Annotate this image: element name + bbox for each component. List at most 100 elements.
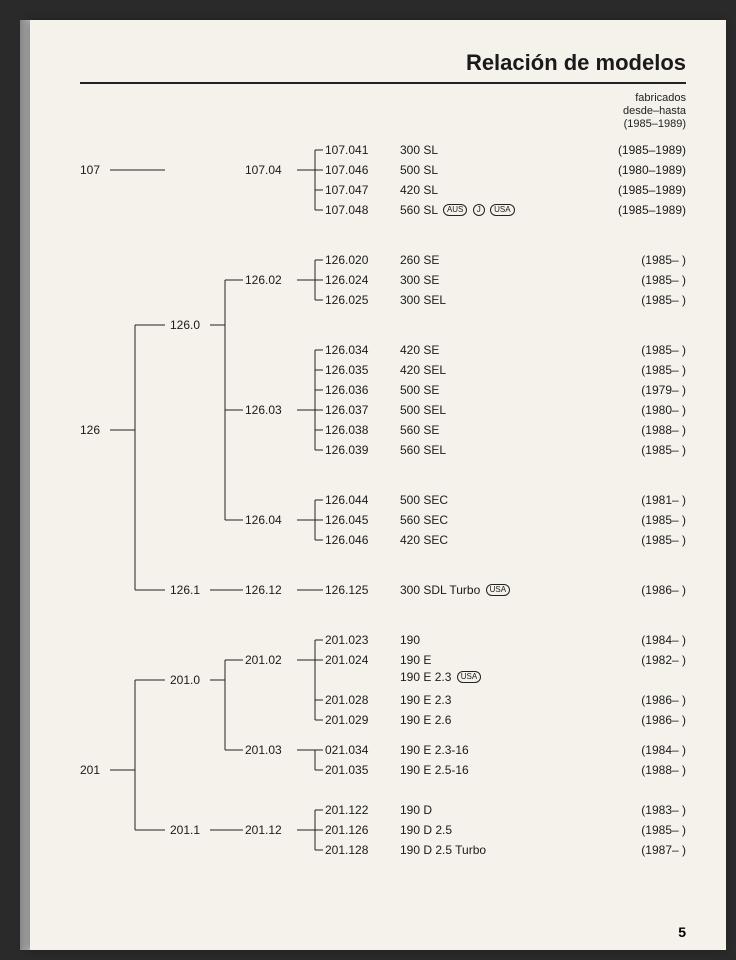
year-range: (1985–1989)	[576, 143, 686, 157]
model-label: 300 SE	[400, 273, 439, 287]
code-label: 107.048	[325, 203, 368, 217]
model-label: 300 SL	[400, 143, 438, 157]
year-range: (1986– )	[576, 713, 686, 727]
model-row: 201.0	[80, 670, 686, 690]
model-label: 420 SEC	[400, 533, 448, 547]
year-range: (1981– )	[576, 493, 686, 507]
model-row: 126 126.038 560 SE (1988– )	[80, 420, 686, 440]
model-label: 190 E 2.3	[400, 693, 451, 707]
model-label: 420 SE	[400, 343, 439, 357]
model-label: 190 D	[400, 803, 432, 817]
code-label: 107.041	[325, 143, 368, 157]
sub2-label: 107.04	[245, 163, 282, 177]
model-row: 201.028 190 E 2.3 (1986– )	[80, 690, 686, 710]
year-range: (1985– )	[576, 253, 686, 267]
model-label: 560 SE	[400, 423, 439, 437]
code-label: 126.025	[325, 293, 368, 307]
model-label: 190 E 2.6	[400, 713, 451, 727]
model-row: 126.034420 SE(1985– )	[80, 340, 686, 360]
year-range: (1985– )	[576, 513, 686, 527]
model-label: 260 SE	[400, 253, 439, 267]
code-label: 126.044	[325, 493, 368, 507]
series-label: 107	[80, 163, 100, 177]
model-tree: 107.041 300 SL (1985–1989) 107 107.04 107.046…	[80, 140, 686, 900]
model-label: 420 SL	[400, 183, 438, 197]
code-label: 201.024	[325, 653, 368, 667]
code-label: 126.125	[325, 583, 368, 597]
sub1-label: 126.0	[170, 318, 200, 332]
year-range: (1988– )	[576, 763, 686, 777]
sub1-label: 126.1	[170, 583, 200, 597]
model-label: 500 SL	[400, 163, 438, 177]
code-label: 201.128	[325, 843, 368, 857]
code-label: 126.035	[325, 363, 368, 377]
model-row: 201.023190(1984– )	[80, 630, 686, 650]
sub1-label: 201.1	[170, 823, 200, 837]
sub2-label: 126.03	[245, 403, 282, 417]
code-label: 126.046	[325, 533, 368, 547]
model-label: 190	[400, 633, 420, 647]
year-range: (1986– )	[576, 693, 686, 707]
model-label: 560 SL AUS J USA	[400, 203, 515, 217]
sub2-label: 126.04	[245, 513, 282, 527]
year-range: (1985– )	[576, 343, 686, 357]
model-row: 201.1201.12201.126190 D 2.5(1985– )	[80, 820, 686, 840]
series-label: 126	[80, 423, 100, 437]
year-range: (1980– )	[576, 403, 686, 417]
sub2-label: 201.03	[245, 743, 282, 757]
model-row: 126.02126.024300 SE(1985– )	[80, 270, 686, 290]
code-label: 126.037	[325, 403, 368, 417]
model-label: 190 E 2.3-16	[400, 743, 469, 757]
year-range: (1985– )	[576, 443, 686, 457]
code-label: 107.046	[325, 163, 368, 177]
sub2-label: 201.02	[245, 653, 282, 667]
model-label: 190 E 2.5-16	[400, 763, 469, 777]
code-label: 126.036	[325, 383, 368, 397]
year-range: (1985– )	[576, 363, 686, 377]
model-row: 126.046420 SEC(1985– )	[80, 530, 686, 550]
header-label: fabricados desde–hasta (1985–1989)	[80, 92, 686, 132]
code-label: 107.047	[325, 183, 368, 197]
market-badge: USA	[490, 204, 514, 216]
market-badge: USA	[486, 584, 510, 596]
model-label: 190 D 2.5 Turbo	[400, 843, 486, 857]
code-label: 201.122	[325, 803, 368, 817]
year-range: (1983– )	[576, 803, 686, 817]
code-label: 201.029	[325, 713, 368, 727]
code-label: 126.038	[325, 423, 368, 437]
code-label: 201.035	[325, 763, 368, 777]
model-row: 107.041 300 SL (1985–1989)	[80, 140, 686, 160]
model-row: 126.04126.045560 SEC(1985– )	[80, 510, 686, 530]
model-label: 300 SDL Turbo USA	[400, 583, 510, 597]
model-row: 107107.04107.046500 SL(1980–1989)	[80, 160, 686, 180]
year-range: (1988– )	[576, 423, 686, 437]
market-badge: J	[473, 204, 485, 216]
series-label: 201	[80, 763, 100, 777]
code-label: 126.024	[325, 273, 368, 287]
model-label: 300 SEL	[400, 293, 446, 307]
model-row: 107.048560 SL AUS J USA(1985–1989)	[80, 200, 686, 220]
model-row: 201.128190 D 2.5 Turbo(1987– )	[80, 840, 686, 860]
model-row: 126.1126.12126.125300 SDL Turbo USA(1986…	[80, 580, 686, 600]
sub2-label: 201.12	[245, 823, 282, 837]
sub2-label: 126.02	[245, 273, 282, 287]
code-label: 021.034	[325, 743, 368, 757]
model-row: 201.122 190 D (1983– )	[80, 800, 686, 820]
sub2-label: 126.12	[245, 583, 282, 597]
model-label: 190 D 2.5	[400, 823, 452, 837]
model-row: 126.0	[80, 315, 686, 335]
model-row: 107.047 420 SL (1985–1989)	[80, 180, 686, 200]
year-range: (1985– )	[576, 293, 686, 307]
page-number: 5	[678, 924, 686, 940]
year-range: (1979– )	[576, 383, 686, 397]
code-label: 126.020	[325, 253, 368, 267]
year-range: (1985–1989)	[576, 183, 686, 197]
code-label: 201.028	[325, 693, 368, 707]
page-title: Relación de modelos	[80, 50, 686, 76]
model-label: 500 SE	[400, 383, 439, 397]
code-label: 201.023	[325, 633, 368, 647]
code-label: 126.039	[325, 443, 368, 457]
model-row: 126.035420 SEL(1985– )	[80, 360, 686, 380]
model-row: 126.039560 SEL(1985– )	[80, 440, 686, 460]
model-row: 201.029 190 E 2.6 (1986– )	[80, 710, 686, 730]
